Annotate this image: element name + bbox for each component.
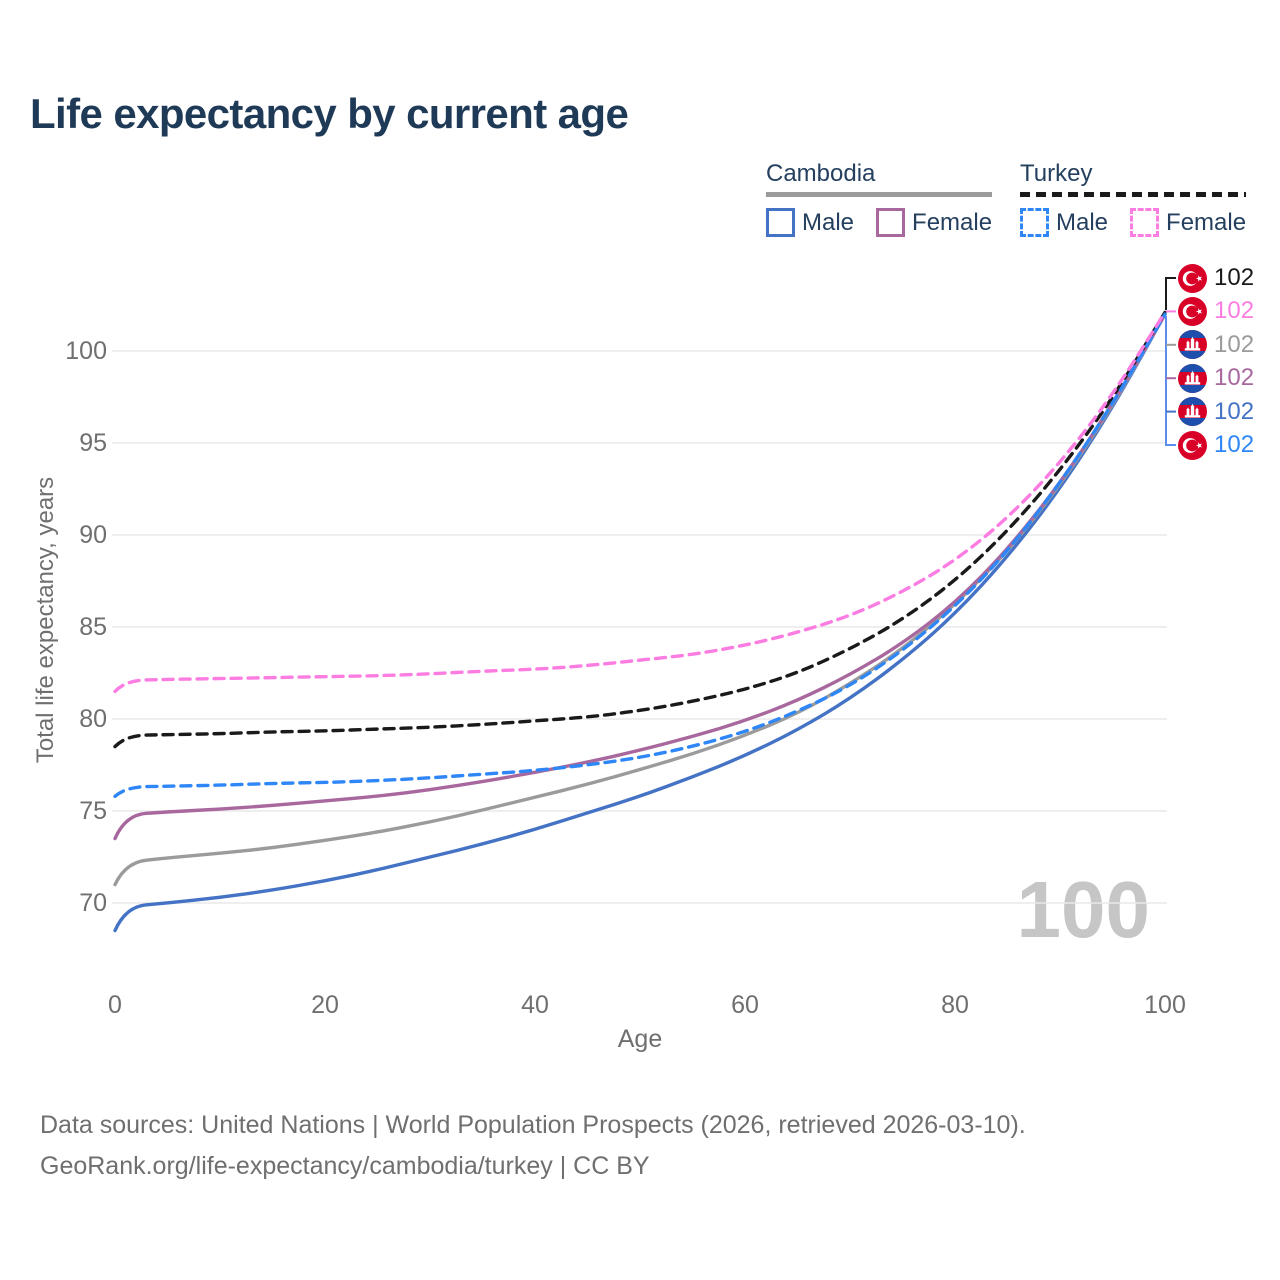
end-value-label: 102 <box>1214 330 1255 358</box>
legend-group-turkey: Turkey Male Female <box>1020 160 1247 237</box>
y-tick-label: 90 <box>79 521 107 549</box>
turkey-flag-icon <box>1178 430 1207 460</box>
y-tick-label: 100 <box>65 337 107 365</box>
footer-attribution: Data sources: United Nations | World Pop… <box>40 1105 1026 1187</box>
end-value-label: 102 <box>1214 397 1255 425</box>
x-tick-label: 100 <box>1144 991 1186 1019</box>
turkey-male-swatch-icon <box>1020 208 1049 237</box>
end-label-row-turkey-male: 102 <box>1178 430 1254 460</box>
legend-country-turkey: Turkey <box>1020 160 1093 187</box>
end-value-label: 102 <box>1214 297 1255 325</box>
series-line-turkey <box>113 310 1167 749</box>
legend-item-label: Female <box>912 208 993 236</box>
legend-item-turkey-male[interactable]: Male <box>1020 208 1108 237</box>
turkey-female-swatch-icon <box>1130 208 1160 237</box>
x-axis-title: Age <box>617 1025 663 1053</box>
end-label-row-turkey-female: 102 <box>1178 296 1254 326</box>
legend-item-label: Male <box>802 208 855 236</box>
turkey-flag-icon <box>1178 263 1207 293</box>
turkey-flag-icon <box>1178 296 1207 326</box>
y-tick-label: 70 <box>79 889 107 917</box>
end-value-label: 102 <box>1214 431 1255 458</box>
end-label-leader-lines <box>1165 277 1176 446</box>
y-tick-label: 80 <box>79 705 107 733</box>
x-tick-label: 80 <box>941 991 969 1019</box>
legend-item-label: Male <box>1056 208 1109 236</box>
end-label-row-turkey: 102 <box>1178 263 1254 293</box>
legend-item-cambodia-female[interactable]: Female <box>876 208 992 237</box>
end-label-row-cambodia-female: 102 <box>1178 363 1254 393</box>
series-lines <box>113 310 1167 933</box>
end-value-label: 102 <box>1214 364 1255 392</box>
y-tick-label: 95 <box>79 429 107 457</box>
page-title: Life expectancy by current age <box>30 90 629 137</box>
series-line-cambodia-male <box>113 312 1167 933</box>
cambodia-male-swatch-icon <box>766 208 795 237</box>
footer-license-url: GeoRank.org/life-expectancy/cambodia/tur… <box>40 1152 650 1180</box>
legend-item-turkey-female[interactable]: Female <box>1130 208 1246 237</box>
turkey-line-style-swatch <box>1020 192 1247 197</box>
legend-item-label: Female <box>1166 208 1247 236</box>
cambodia-flag-icon <box>1178 363 1207 393</box>
x-tick-label: 40 <box>521 991 549 1019</box>
end-value-label: 102 <box>1214 264 1255 291</box>
cambodia-line-style-swatch <box>766 192 993 197</box>
end-label-row-cambodia: 102 <box>1178 330 1254 360</box>
legend-item-cambodia-male[interactable]: Male <box>766 208 854 237</box>
cambodia-flag-icon <box>1178 330 1207 360</box>
cambodia-female-swatch-icon <box>876 208 906 237</box>
age-watermark: 100 <box>1016 865 1150 954</box>
y-tick-label: 75 <box>79 797 107 825</box>
y-tick-label: 85 <box>79 613 107 641</box>
series-line-turkey-female <box>113 310 1167 694</box>
footer-data-sources: Data sources: United Nations | World Pop… <box>40 1111 1026 1139</box>
series-line-cambodia-female <box>113 312 1167 841</box>
x-tick-label: 20 <box>311 991 339 1019</box>
x-tick-label: 0 <box>108 991 122 1019</box>
legend-group-cambodia: Cambodia Male Female <box>766 160 993 237</box>
series-line-turkey-male <box>113 312 1167 798</box>
legend-country-cambodia: Cambodia <box>766 160 876 187</box>
end-label-row-cambodia-male: 102 <box>1178 397 1254 427</box>
cambodia-flag-icon <box>1178 397 1207 427</box>
gridlines <box>112 350 1167 904</box>
x-tick-label: 60 <box>731 991 759 1019</box>
series-line-cambodia <box>113 312 1167 887</box>
